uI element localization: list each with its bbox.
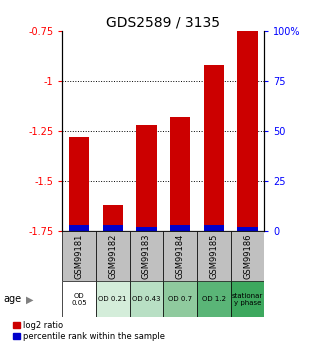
Bar — [69, 137, 89, 231]
Bar — [136, 227, 156, 231]
Text: GSM99185: GSM99185 — [209, 234, 218, 279]
Bar — [130, 281, 163, 317]
Bar — [96, 231, 130, 281]
Legend: log2 ratio, percentile rank within the sample: log2 ratio, percentile rank within the s… — [13, 321, 165, 341]
Bar — [103, 225, 123, 231]
Text: GSM99183: GSM99183 — [142, 234, 151, 279]
Bar — [197, 281, 231, 317]
Text: OD
0.05: OD 0.05 — [71, 293, 87, 306]
Bar — [197, 231, 231, 281]
Bar — [163, 281, 197, 317]
Text: age: age — [3, 294, 21, 304]
Text: OD 1.2: OD 1.2 — [202, 296, 226, 302]
Bar — [231, 231, 264, 281]
Bar — [231, 281, 264, 317]
Bar — [237, 227, 258, 231]
Text: ▶: ▶ — [26, 294, 34, 304]
Text: GSM99181: GSM99181 — [75, 234, 84, 279]
Bar — [69, 225, 89, 231]
Text: GSM99184: GSM99184 — [176, 234, 185, 279]
Bar — [62, 231, 96, 281]
Text: stationar
y phase: stationar y phase — [232, 293, 263, 306]
Bar — [163, 231, 197, 281]
Bar — [96, 281, 130, 317]
Text: OD 0.7: OD 0.7 — [168, 296, 192, 302]
Text: GSM99186: GSM99186 — [243, 234, 252, 279]
Bar — [136, 125, 156, 231]
Bar — [130, 231, 163, 281]
Bar — [204, 225, 224, 231]
Bar — [204, 65, 224, 231]
Title: GDS2589 / 3135: GDS2589 / 3135 — [106, 16, 220, 30]
Bar — [103, 205, 123, 231]
Bar — [237, 31, 258, 231]
Text: OD 0.21: OD 0.21 — [99, 296, 127, 302]
Text: OD 0.43: OD 0.43 — [132, 296, 161, 302]
Text: GSM99182: GSM99182 — [108, 234, 117, 279]
Bar — [62, 281, 96, 317]
Bar — [170, 225, 190, 231]
Bar — [170, 117, 190, 231]
